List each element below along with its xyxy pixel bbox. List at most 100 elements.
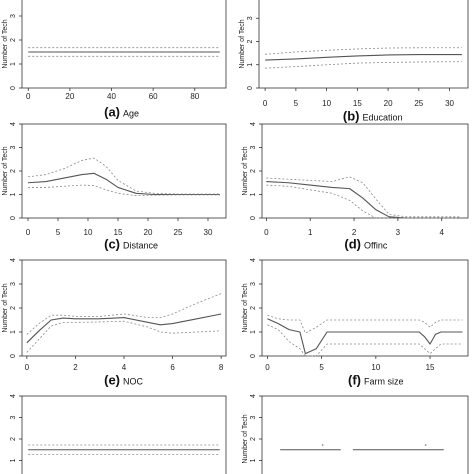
y-tick-label: 1 xyxy=(247,63,254,67)
y-axis-label: Number of Tech xyxy=(242,146,249,195)
y-tick-label: 0 xyxy=(247,86,254,90)
series-line-upper xyxy=(27,157,220,195)
y-tick-label: 3 xyxy=(250,415,257,419)
y-axis-label: Number of Tech xyxy=(242,414,249,463)
x-tick-label: 1 xyxy=(308,228,313,237)
y-tick-label: 4 xyxy=(10,122,17,126)
y-axis-label: Number of Tech xyxy=(242,283,249,332)
series-line-lower xyxy=(28,184,220,197)
y-tick-label: 3 xyxy=(250,282,257,286)
x-tick-label: 10 xyxy=(84,228,93,237)
x-tick-label: 0 xyxy=(263,99,268,108)
series-line-lower xyxy=(265,61,462,69)
panel-label: (e) xyxy=(104,372,120,387)
x-tick-label: 5 xyxy=(294,99,299,108)
y-tick-label: 2 xyxy=(10,169,17,173)
y-axis-label: Number of Tech xyxy=(2,146,9,195)
panel-label: (f) xyxy=(348,372,361,387)
y-tick-label: 3 xyxy=(250,145,257,149)
y-tick-label: 2 xyxy=(10,38,17,42)
x-tick-label: 2 xyxy=(73,363,78,372)
x-axis-label: Distance xyxy=(123,240,158,250)
y-tick-label: 1 xyxy=(250,458,257,462)
y-tick-label: 1 xyxy=(10,62,17,66)
x-tick-label: 30 xyxy=(204,228,213,237)
x-tick-label: 10 xyxy=(371,363,380,372)
x-tick-label: 60 xyxy=(149,92,158,101)
y-tick-label: 3 xyxy=(10,282,17,286)
x-tick-label: 0 xyxy=(264,228,269,237)
series-line-upper xyxy=(266,176,460,218)
series-line-estimate xyxy=(267,318,463,355)
series-line-upper xyxy=(267,314,463,334)
y-tick-label: 0 xyxy=(250,354,257,358)
series-point-upper xyxy=(321,444,324,446)
y-tick-label: 2 xyxy=(250,306,257,310)
x-axis-label: Offinc xyxy=(364,240,388,250)
x-tick-label: 20 xyxy=(65,92,74,101)
y-tick-label: 1 xyxy=(10,330,17,334)
x-axis-label: Farm size xyxy=(364,376,404,386)
x-axis-label: Age xyxy=(123,108,139,118)
x-tick-label: 4 xyxy=(122,363,127,372)
x-tick-label: 0 xyxy=(25,363,30,372)
panel-4: 0 1 2 3 4 0 1 2 3 4 Number of Tech (d) Offinc xyxy=(242,122,469,251)
y-tick-label: 3 xyxy=(10,415,17,419)
panel-label: (b) xyxy=(343,108,360,123)
series-point-upper xyxy=(424,444,427,446)
x-tick-label: 5 xyxy=(56,228,61,237)
series-line-lower xyxy=(267,324,463,357)
x-tick-label: 6 xyxy=(170,363,175,372)
x-tick-label: 25 xyxy=(414,99,423,108)
y-tick-label: 1 xyxy=(250,330,257,334)
series-line-lower xyxy=(266,184,460,219)
x-tick-label: 8 xyxy=(219,363,224,372)
x-tick-label: 30 xyxy=(445,99,454,108)
x-tick-label: 15 xyxy=(353,99,362,108)
y-tick-label: 2 xyxy=(10,306,17,310)
x-axis-label: Education xyxy=(363,112,403,122)
series-line-lower xyxy=(26,320,222,353)
x-tick-label: 0 xyxy=(26,228,31,237)
panel-label: (c) xyxy=(104,236,120,251)
x-tick-label: 0 xyxy=(26,92,31,101)
y-tick-label: 0 xyxy=(10,354,17,358)
plot-frame xyxy=(261,123,469,219)
plot-frame xyxy=(261,259,469,357)
y-tick-label: 2 xyxy=(247,39,254,43)
y-tick-label: 0 xyxy=(250,216,257,220)
y-tick-label: 4 xyxy=(10,394,17,398)
y-tick-label: 1 xyxy=(10,192,17,196)
plot-frame xyxy=(21,123,227,219)
panel-6: 0 1 2 3 4 0 5 10 15 Number of Tech (f) Farm size xyxy=(242,258,469,387)
panel-2: 0 1 2 3 4 0 5 10 15 20 25 30 Number of Tech (b)Educat… xyxy=(239,0,469,123)
plot-frame xyxy=(261,395,469,474)
x-tick-label: 3 xyxy=(396,228,401,237)
y-tick-label: 0 xyxy=(10,86,17,90)
y-tick-label: 2 xyxy=(10,437,17,441)
x-tick-label: 25 xyxy=(174,228,183,237)
series-line-estimate xyxy=(26,313,222,344)
plot-frame xyxy=(21,0,227,89)
y-tick-label: 2 xyxy=(250,169,257,173)
y-tick-label: 3 xyxy=(247,16,254,20)
x-tick-label: 40 xyxy=(107,92,116,101)
x-tick-label: 4 xyxy=(439,228,444,237)
series-line-estimate xyxy=(27,172,220,196)
x-tick-label: 2 xyxy=(352,228,357,237)
y-tick-label: 1 xyxy=(10,458,17,462)
x-tick-label: 20 xyxy=(144,228,153,237)
y-axis-label: Number of Tech xyxy=(2,283,9,332)
x-tick-label: 5 xyxy=(319,363,324,372)
y-tick-label: 3 xyxy=(10,14,17,18)
series-line-upper xyxy=(26,293,222,335)
x-tick-label: 20 xyxy=(384,99,393,108)
y-tick-label: 4 xyxy=(250,122,257,126)
y-tick-label: 0 xyxy=(10,216,17,220)
y-axis-label: Number of Tech xyxy=(2,19,9,68)
panel-7: 1 2 3 4 xyxy=(10,394,227,474)
x-tick-label: 0 xyxy=(265,363,270,372)
plot-frame xyxy=(258,0,469,89)
y-tick-label: 4 xyxy=(250,394,257,398)
